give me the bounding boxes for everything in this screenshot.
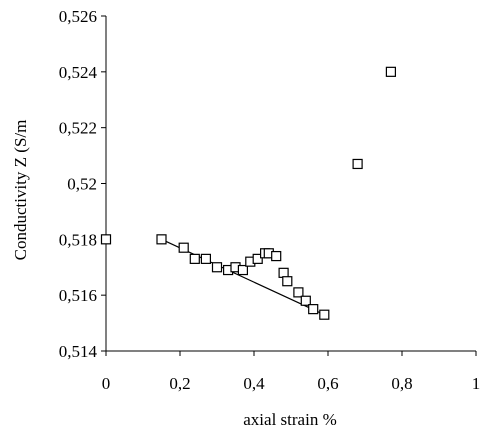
- data-point: [237, 264, 248, 276]
- x-ticks: 0 0,2 0,4 0,6 0,8 1: [102, 351, 481, 393]
- x-tick-label: 0: [102, 374, 111, 393]
- data-point: [211, 262, 223, 273]
- y-tick-label: 0,526: [59, 7, 97, 26]
- data-point: [319, 309, 330, 320]
- data-point: [189, 253, 200, 264]
- chart-axes: [105, 16, 476, 352]
- y-tick-label: 0,514: [59, 342, 98, 361]
- y-tick-label: 0,518: [59, 230, 97, 249]
- y-axis-title: Conductivity Z (S/m: [11, 120, 30, 261]
- y-tick-label: 0,522: [59, 119, 97, 138]
- data-point: [278, 267, 289, 278]
- data-point: [352, 158, 363, 170]
- y-tick-label: 0,524: [59, 63, 98, 82]
- data-point: [385, 66, 396, 77]
- x-axis-title: axial strain %: [243, 410, 336, 429]
- data-point: [252, 253, 263, 264]
- data-point: [300, 295, 311, 306]
- x-tick-label: 0,4: [243, 374, 265, 393]
- x-tick-label: 0,6: [317, 374, 338, 393]
- y-ticks: 0,514 0,516 0,518 0,52 0,522 0,524 0,526: [59, 7, 106, 361]
- data-point: [308, 304, 319, 315]
- data-point: [178, 242, 189, 253]
- data-point: [282, 276, 293, 287]
- x-tick-label: 1: [472, 374, 481, 393]
- y-tick-label: 0,516: [59, 286, 97, 305]
- data-points: [100, 66, 396, 320]
- data-point: [271, 250, 282, 262]
- y-tick-label: 0,52: [67, 175, 97, 194]
- data-point: [156, 234, 167, 245]
- data-point: [200, 253, 211, 264]
- data-point: [293, 287, 304, 298]
- data-point: [100, 234, 112, 245]
- x-tick-label: 0,2: [169, 374, 190, 393]
- x-tick-label: 0,8: [391, 374, 412, 393]
